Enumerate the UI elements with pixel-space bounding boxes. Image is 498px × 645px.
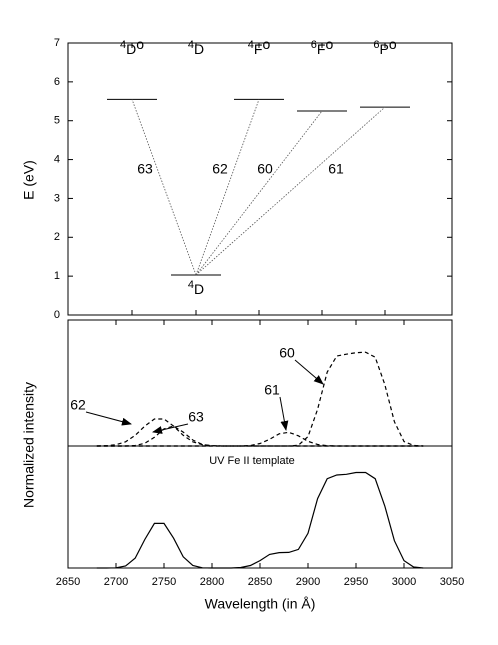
- multiplet-label: 63: [137, 161, 153, 177]
- term-letter: F: [254, 41, 263, 57]
- y-tick-label: 0: [54, 309, 60, 321]
- y-axis-label: E (eV): [21, 160, 37, 200]
- multiplet-label: 60: [257, 161, 273, 177]
- transition-line: [131, 99, 197, 276]
- y-tick-label: 2: [54, 231, 60, 243]
- term-multiplicity: 4: [188, 279, 194, 291]
- term-letter: D: [194, 41, 204, 57]
- x-tick-label: 3050: [440, 576, 464, 588]
- series-label: 61: [264, 382, 280, 398]
- series-label: 63: [188, 409, 204, 425]
- y-tick-label: 1: [54, 270, 60, 282]
- spectrum-curve: [96, 425, 424, 447]
- series-label: 60: [279, 345, 295, 361]
- term-multiplicity: 6: [311, 39, 317, 51]
- series-label: UV Fe II template: [209, 455, 295, 467]
- x-axis-label: Wavelength (in Å): [205, 596, 316, 612]
- y-tick-label: 7: [54, 37, 60, 49]
- series-label: 62: [70, 397, 86, 413]
- term-parity: o: [136, 36, 144, 52]
- term-label: 4D: [188, 279, 204, 297]
- term-letter: P: [379, 41, 388, 57]
- term-letter: F: [317, 41, 326, 57]
- y-axis-label: Normalized intensity: [21, 382, 37, 508]
- y-tick-label: 5: [54, 115, 60, 127]
- term-label: 4Do: [120, 36, 144, 57]
- term-label: 4D: [188, 39, 204, 57]
- arrow: [294, 359, 324, 385]
- x-tick-label: 2950: [344, 576, 368, 588]
- x-tick-label: 3000: [392, 576, 416, 588]
- spectrum-curve: [96, 351, 424, 447]
- x-tick-label: 2700: [104, 576, 128, 588]
- y-tick-label: 6: [54, 76, 60, 88]
- x-tick-label: 2650: [56, 576, 80, 588]
- term-parity: o: [325, 36, 333, 52]
- term-label: 4Fo: [248, 36, 271, 57]
- term-label: 6Po: [373, 36, 396, 57]
- transition-line: [195, 106, 386, 276]
- term-letter: D: [126, 41, 136, 57]
- x-tick-label: 2850: [248, 576, 272, 588]
- x-tick-label: 2750: [152, 576, 176, 588]
- spectrum-curve: [96, 431, 424, 447]
- transition-line: [195, 110, 323, 276]
- arrow: [279, 396, 289, 431]
- term-parity: o: [389, 36, 397, 52]
- arrow: [152, 423, 189, 434]
- term-multiplicity: 6: [373, 39, 379, 51]
- spectrum-curve: [96, 471, 424, 569]
- transition-line: [195, 99, 260, 276]
- term-multiplicity: 4: [248, 39, 254, 51]
- term-multiplicity: 4: [188, 39, 194, 51]
- x-tick-label: 2900: [296, 576, 320, 588]
- multiplet-label: 62: [212, 161, 228, 177]
- term-parity: o: [262, 36, 270, 52]
- term-multiplicity: 4: [120, 39, 126, 51]
- arrow: [85, 411, 132, 426]
- top-frame: [67, 42, 453, 316]
- y-tick-label: 3: [54, 192, 60, 204]
- x-tick-label: 2800: [200, 576, 224, 588]
- term-letter: D: [194, 281, 204, 297]
- term-label: 6Fo: [311, 36, 334, 57]
- spectrum-curve: [96, 418, 424, 447]
- y-tick-label: 4: [54, 153, 60, 165]
- multiplet-label: 61: [328, 161, 344, 177]
